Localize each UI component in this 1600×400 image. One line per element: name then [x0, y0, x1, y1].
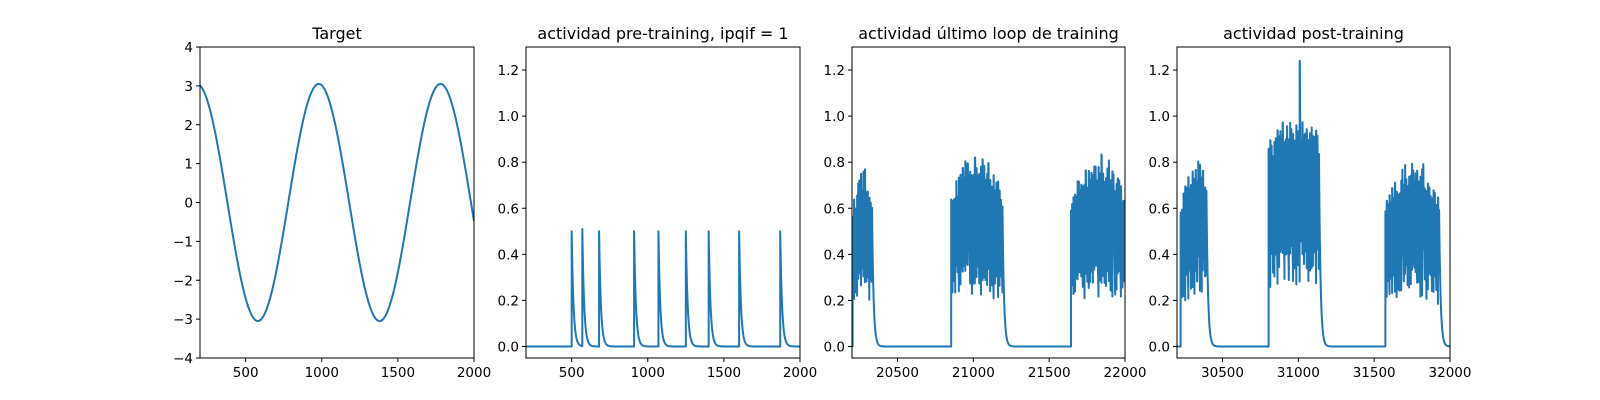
x-tick-label: 32000 — [1429, 365, 1472, 381]
x-tick-label: 2000 — [457, 365, 491, 381]
x-tick-label: 21000 — [952, 365, 995, 381]
x-tick-label: 2000 — [783, 365, 817, 381]
series-line — [852, 153, 1125, 348]
y-tick-label: 1.0 — [824, 109, 845, 125]
y-tick-label: 0.2 — [1149, 293, 1170, 309]
y-tick-label: −3 — [173, 312, 193, 328]
x-tick-label: 1000 — [305, 365, 339, 381]
x-tick-label: 500 — [559, 365, 585, 381]
y-tick-label: 0.4 — [1149, 247, 1170, 263]
y-tick-label: 4 — [184, 40, 193, 56]
x-tick-label: 1500 — [707, 365, 741, 381]
y-tick-label: 2 — [184, 118, 193, 134]
chart-title: actividad último loop de training — [858, 24, 1119, 43]
x-tick-label: 31500 — [1353, 365, 1396, 381]
x-tick-label: 30500 — [1201, 365, 1244, 381]
y-tick-label: 1.2 — [498, 63, 519, 79]
x-tick-label: 1500 — [381, 365, 415, 381]
y-tick-label: 0.2 — [824, 293, 845, 309]
y-tick-label: 1 — [184, 157, 193, 173]
x-tick-label: 20500 — [876, 365, 919, 381]
y-tick-label: 1.2 — [824, 63, 845, 79]
y-tick-label: 0.8 — [824, 155, 845, 171]
x-tick-label: 1000 — [631, 365, 665, 381]
axes-frame — [1176, 46, 1451, 359]
y-tick-label: 0.4 — [498, 247, 519, 263]
series-line — [1177, 59, 1450, 348]
y-tick-label: 0.2 — [498, 293, 519, 309]
y-tick-label: 0.0 — [824, 339, 845, 355]
y-tick-label: 3 — [184, 79, 193, 95]
x-tick-label: 31000 — [1277, 365, 1320, 381]
y-tick-label: 0.0 — [498, 339, 519, 355]
axes-frame — [851, 46, 1126, 359]
chart-title: actividad pre-training, ipqif = 1 — [537, 24, 788, 43]
y-tick-label: 0.6 — [824, 201, 845, 217]
x-tick-label: 500 — [233, 365, 259, 381]
y-tick-label: 0.0 — [1149, 339, 1170, 355]
y-tick-label: 0.8 — [498, 155, 519, 171]
subplot-4: actividad post-training 30500 31000 31500 32… — [1149, 24, 1472, 381]
y-tick-label: −2 — [173, 273, 193, 289]
chart-title: actividad post-training — [1223, 24, 1404, 43]
chart-title: Target — [311, 24, 362, 43]
y-tick-label: −1 — [173, 234, 193, 250]
series-line — [526, 227, 800, 348]
y-tick-label: 0.4 — [824, 247, 845, 263]
y-tick-label: 0.6 — [498, 201, 519, 217]
y-tick-label: 1.2 — [1149, 63, 1170, 79]
series-line — [200, 82, 474, 323]
y-tick-label: 1.0 — [498, 109, 519, 125]
y-tick-label: 0.8 — [1149, 155, 1170, 171]
subplot-1: Target 500 1000 1500 2000 4 3 2 1 0 −1 −2 −3 −4 — [173, 24, 491, 381]
x-tick-label: 22000 — [1104, 365, 1147, 381]
axes-frame — [525, 46, 801, 359]
y-tick-label: 0.6 — [1149, 201, 1170, 217]
subplot-2: actividad pre-training, ipqif = 1 500 1000… — [498, 24, 818, 381]
y-tick-label: 0 — [184, 196, 193, 212]
y-tick-label: 1.0 — [1149, 109, 1170, 125]
y-tick-label: −4 — [173, 351, 193, 367]
x-tick-label: 21500 — [1028, 365, 1071, 381]
subplot-3: actividad último loop de training 20500 21… — [824, 24, 1147, 381]
